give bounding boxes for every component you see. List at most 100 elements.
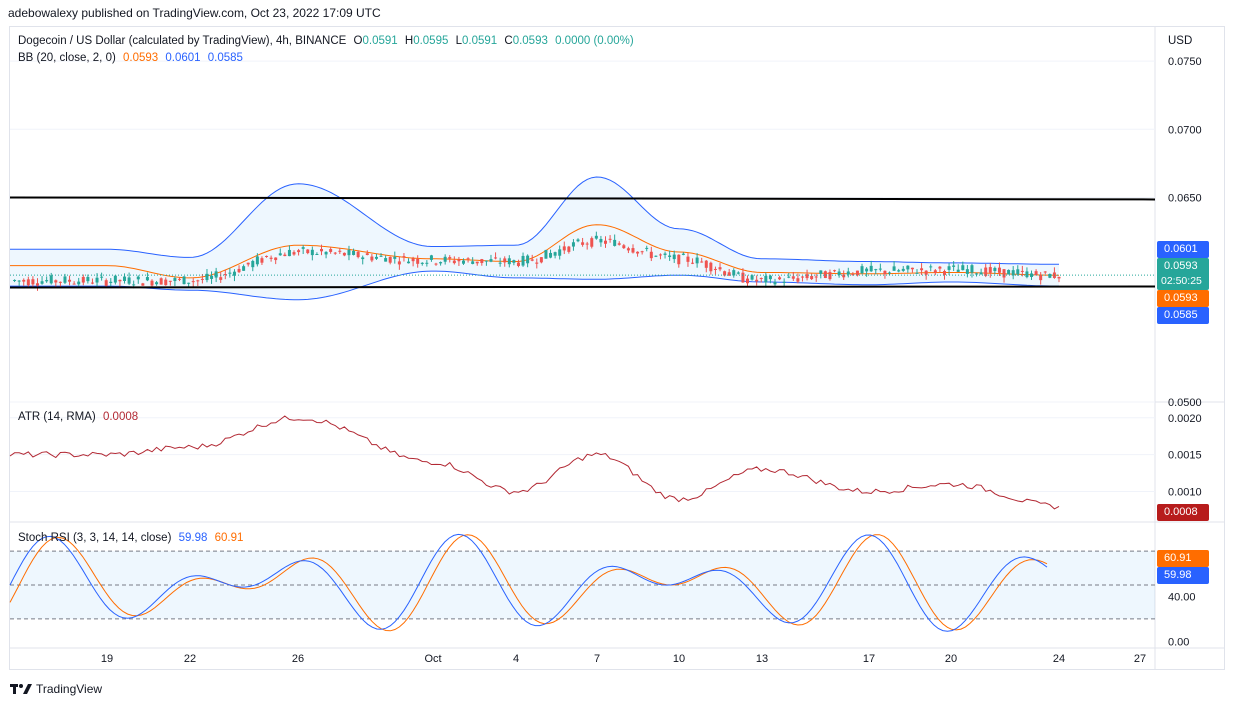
candle-body bbox=[613, 239, 617, 246]
candle-body bbox=[516, 262, 520, 266]
candle-body bbox=[393, 256, 397, 259]
candle-body bbox=[535, 262, 539, 264]
candle-body bbox=[704, 260, 708, 268]
candle-body bbox=[63, 276, 67, 283]
candle-body bbox=[530, 259, 534, 261]
candle-body bbox=[484, 260, 488, 262]
candle-body bbox=[113, 275, 117, 283]
candle-body bbox=[452, 260, 456, 264]
candle-body bbox=[865, 268, 869, 272]
candle-body bbox=[736, 272, 740, 274]
candle-body bbox=[709, 262, 713, 272]
candle-body bbox=[164, 279, 168, 286]
candle-body bbox=[961, 265, 965, 271]
stoch-d-pill: 60.91 bbox=[1157, 550, 1209, 567]
atr-tick-label: 0.0010 bbox=[1168, 487, 1202, 499]
candle-body bbox=[581, 242, 585, 245]
tradingview-logo[interactable]: TradingView bbox=[10, 682, 102, 696]
candle-body bbox=[929, 266, 933, 268]
candle-body bbox=[141, 283, 145, 286]
atr-pill: 0.0008 bbox=[1157, 504, 1209, 521]
candle-body bbox=[851, 274, 855, 276]
bb-basis-pill: 0.0593 bbox=[1157, 290, 1209, 307]
candle-body bbox=[741, 272, 745, 283]
candle-body bbox=[920, 268, 924, 271]
candle-body bbox=[800, 276, 804, 278]
ohlc-c-value: 0.0593 bbox=[512, 35, 548, 47]
candle-body bbox=[274, 257, 278, 261]
candle-body bbox=[81, 276, 85, 283]
candle-body bbox=[265, 255, 269, 257]
candle-body bbox=[68, 279, 72, 282]
candle-body bbox=[668, 255, 672, 257]
stoch-legend: Stoch RSI (3, 3, 14, 14, close) 59.98 60… bbox=[18, 532, 247, 544]
candle-body bbox=[150, 280, 154, 286]
candle-body bbox=[77, 281, 81, 285]
ohlc-o-value: 0.0591 bbox=[362, 35, 398, 47]
candle-body bbox=[723, 271, 727, 276]
candle-body bbox=[109, 281, 113, 283]
atr-tick-label: 0.0015 bbox=[1168, 450, 1202, 462]
candle-body bbox=[681, 253, 685, 255]
candle-body bbox=[498, 262, 502, 264]
candle-body bbox=[755, 279, 759, 282]
bb-upper-value: 0.0601 bbox=[165, 52, 201, 64]
candle-body bbox=[90, 282, 94, 284]
candle-body bbox=[187, 282, 191, 284]
candle-body bbox=[608, 238, 612, 240]
candle-body bbox=[787, 276, 791, 278]
candle-body bbox=[242, 266, 246, 271]
candle-body bbox=[54, 280, 58, 283]
candle-body bbox=[155, 282, 159, 285]
time-tick-label: 17 bbox=[863, 653, 875, 665]
publish-header: adebowalexy published on TradingView.com… bbox=[8, 6, 381, 20]
candle-body bbox=[901, 268, 905, 271]
last-price-pill: 0.0593 02:50:25 bbox=[1157, 258, 1209, 290]
candle-body bbox=[17, 280, 21, 282]
support-line bbox=[9, 285, 1156, 289]
candle-body bbox=[768, 275, 772, 280]
candle-body bbox=[658, 254, 662, 256]
bar-countdown: 02:50:25 bbox=[1161, 275, 1202, 287]
candle-body bbox=[136, 276, 140, 280]
candle-body bbox=[1039, 275, 1043, 281]
candle-body bbox=[306, 249, 310, 254]
candle-body bbox=[86, 276, 90, 282]
candle-body bbox=[420, 262, 424, 264]
candle-body bbox=[773, 281, 777, 285]
candle-body bbox=[791, 276, 795, 279]
candle-body bbox=[956, 269, 960, 272]
footer-brand: TradingView bbox=[36, 682, 103, 696]
candle-body bbox=[823, 271, 827, 279]
candle-body bbox=[910, 267, 914, 270]
candle-body bbox=[329, 249, 333, 252]
candle-body bbox=[132, 284, 136, 286]
candle-body bbox=[159, 278, 163, 285]
stoch-d-value: 60.91 bbox=[214, 532, 244, 544]
bb-upper-pill: 0.0601 bbox=[1157, 241, 1209, 258]
stoch-label: Stoch RSI (3, 3, 14, 14, close) bbox=[18, 532, 172, 544]
bb-legend: BB (20, close, 2, 0) 0.0593 0.0601 0.058… bbox=[18, 52, 247, 64]
candle-body bbox=[988, 267, 992, 273]
candle-body bbox=[746, 278, 750, 284]
bb-lower-value: 0.0585 bbox=[207, 52, 243, 64]
candle-body bbox=[732, 270, 736, 276]
candle-body bbox=[640, 251, 644, 253]
stoch-d-line bbox=[9, 534, 1048, 632]
candle-body bbox=[397, 261, 401, 265]
candle-body bbox=[72, 283, 76, 285]
candle-body bbox=[145, 277, 149, 281]
candle-body bbox=[1011, 270, 1015, 276]
time-tick-label: 4 bbox=[513, 653, 519, 665]
candle-body bbox=[232, 271, 236, 276]
candle-body bbox=[604, 240, 608, 244]
candle-body bbox=[370, 256, 374, 261]
candle-body bbox=[599, 238, 603, 243]
candle-body bbox=[177, 278, 181, 280]
candle-body bbox=[104, 280, 108, 286]
candle-body bbox=[1048, 274, 1052, 278]
candle-body bbox=[892, 266, 896, 271]
resistance-line bbox=[9, 196, 1156, 201]
candle-body bbox=[997, 267, 1001, 273]
